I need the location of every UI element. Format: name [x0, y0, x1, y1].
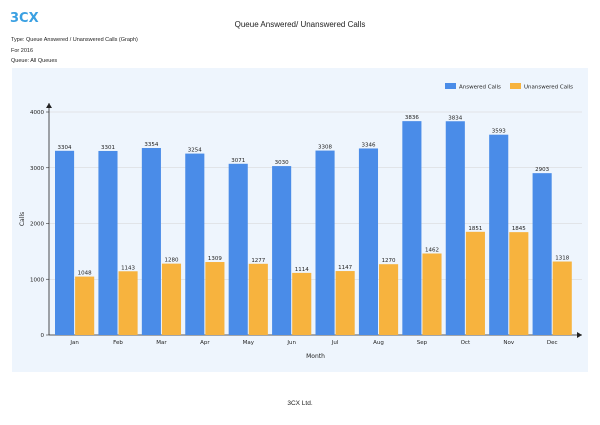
data-label: 1309 — [208, 256, 222, 262]
data-label: 1462 — [425, 247, 439, 253]
x-tick-label: May — [243, 340, 255, 346]
data-label: 1318 — [555, 256, 569, 262]
legend-swatch — [445, 83, 456, 89]
unanswered-bar — [161, 263, 182, 335]
unanswered-bar — [205, 262, 225, 335]
data-label: 1270 — [382, 258, 396, 264]
answered-bar — [98, 150, 118, 335]
answered-bar — [358, 148, 379, 335]
answered-bar — [55, 150, 75, 335]
x-tick-label: Jan — [69, 340, 79, 346]
answered-bar — [445, 121, 465, 335]
y-tick-label: 0 — [41, 333, 45, 339]
data-label: 3254 — [188, 148, 202, 154]
data-label: 1280 — [164, 258, 178, 264]
answered-bar — [228, 163, 248, 335]
data-label: 1143 — [121, 265, 135, 271]
data-label: 3354 — [144, 142, 158, 148]
y-tick-label: 1000 — [30, 277, 44, 283]
unanswered-bar — [552, 261, 572, 335]
answered-bar — [185, 153, 205, 335]
answered-bar — [532, 173, 552, 335]
data-label: 3030 — [275, 160, 289, 166]
unanswered-bar — [118, 271, 138, 335]
unanswered-bar — [335, 271, 355, 335]
data-label: 1048 — [78, 271, 92, 277]
svg-text:3CX: 3CX — [10, 11, 39, 25]
report-title: Queue Answered/ Unanswered Calls — [234, 20, 366, 29]
unanswered-bar — [248, 263, 268, 335]
x-tick-label: Feb — [113, 340, 123, 346]
answered-bar — [402, 121, 422, 335]
data-label: 1147 — [338, 265, 352, 271]
data-label: 2903 — [535, 167, 549, 173]
legend-label: Unanswered Calls — [524, 85, 573, 91]
x-tick-label: Dec — [547, 340, 558, 346]
report-footer: 3CX Ltd. — [287, 400, 313, 407]
x-tick-label: Jun — [286, 340, 296, 346]
chart-panel: 0 1000 2000 3000 4000 3304 1048 Jan 3301 1143 Feb 3… — [12, 68, 588, 372]
y-tick-label: 3000 — [30, 166, 44, 172]
x-axis-arrow — [577, 332, 582, 338]
x-tick-label: Mar — [156, 340, 167, 346]
x-axis-title: Month — [306, 353, 325, 360]
data-label: 1277 — [251, 258, 265, 264]
y-axis-title: Calls — [19, 212, 26, 226]
y-tick-label: 4000 — [30, 110, 44, 116]
data-label: 3346 — [361, 142, 375, 148]
data-label: 1851 — [468, 226, 482, 232]
data-label: 3071 — [231, 158, 245, 164]
answered-bar — [489, 134, 509, 335]
report-period: For 2016 — [11, 48, 34, 54]
data-label: 3593 — [492, 129, 506, 135]
data-label: 3308 — [318, 145, 332, 151]
x-tick-label: Oct — [461, 340, 471, 346]
x-tick-label: Apr — [200, 340, 210, 346]
data-label: 1114 — [295, 267, 309, 273]
x-tick-label: Jul — [331, 340, 339, 346]
x-tick-label: Aug — [373, 340, 384, 346]
unanswered-bar — [379, 264, 399, 335]
answered-bar — [272, 166, 292, 335]
unanswered-bar — [509, 232, 529, 335]
unanswered-bar — [292, 272, 312, 335]
answered-bar — [315, 150, 335, 335]
unanswered-bar — [75, 276, 95, 335]
answered-bar — [141, 148, 161, 335]
legend-swatch — [510, 83, 521, 89]
report-type: Type: Queue Answered / Unanswered Calls … — [11, 37, 138, 43]
x-tick-label: Sep — [417, 340, 428, 346]
data-label: 1845 — [512, 226, 526, 232]
company-logo: 3CX — [10, 9, 44, 26]
data-label: 3836 — [405, 115, 419, 121]
data-label: 3304 — [58, 145, 72, 151]
unanswered-bar — [465, 231, 485, 335]
unanswered-bar — [422, 253, 442, 335]
data-label: 3301 — [101, 145, 115, 151]
y-tick-label: 2000 — [30, 222, 44, 228]
bar-chart: 0 1000 2000 3000 4000 3304 1048 Jan 3301 1143 Feb 3… — [19, 83, 582, 360]
y-axis-arrow — [46, 103, 52, 108]
data-label: 3834 — [448, 115, 462, 121]
x-tick-label: Nov — [503, 340, 514, 346]
legend-label: Answered Calls — [459, 85, 501, 91]
report-queue: Queue: All Queues — [11, 58, 58, 64]
